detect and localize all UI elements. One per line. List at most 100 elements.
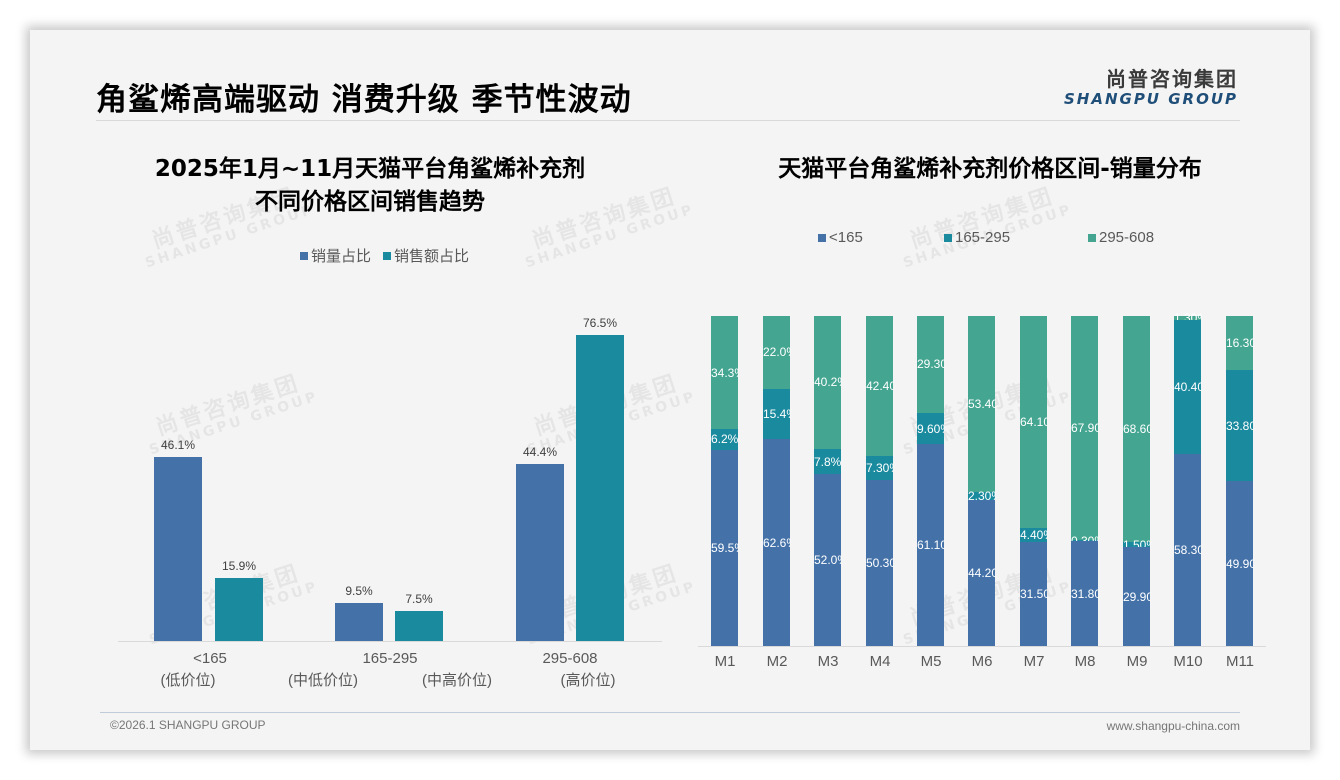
legend-swatch-green-icon bbox=[1088, 233, 1096, 242]
segment-value-label: 68.60% bbox=[1123, 422, 1150, 437]
bar-value-label: 15.9% bbox=[221, 559, 257, 573]
category-tier-high: (高价位) bbox=[560, 672, 616, 689]
stack-segment: 40.40% bbox=[1174, 320, 1201, 454]
stack-segment: 49.90% bbox=[1226, 481, 1253, 646]
segment-value-label: 52.0% bbox=[814, 553, 841, 568]
segment-value-label: 49.90% bbox=[1226, 556, 1253, 571]
legend-swatch-teal-icon bbox=[944, 233, 952, 242]
stack-segment: 58.30% bbox=[1174, 453, 1201, 646]
logo-english-name: SHANGPU GROUP bbox=[1063, 90, 1238, 108]
segment-value-label: 40.2% bbox=[814, 375, 841, 390]
segment-value-label: 7.8% bbox=[814, 454, 841, 469]
stack-segment: 6.2% bbox=[711, 429, 738, 450]
legend-item-lt165: <165 bbox=[818, 229, 944, 246]
stack-segment: 7.30% bbox=[866, 455, 893, 480]
title-divider bbox=[96, 120, 1240, 121]
stack-segment: 29.90% bbox=[1123, 547, 1150, 646]
footer-website: www.shangpu-china.com bbox=[1106, 719, 1240, 733]
stack-segment: 16.30% bbox=[1226, 316, 1253, 370]
month-label: M8 bbox=[1074, 653, 1096, 670]
segment-value-label: 67.90% bbox=[1071, 421, 1098, 436]
bar-value-label: 76.5% bbox=[582, 316, 618, 330]
segment-value-label: 62.6% bbox=[763, 535, 790, 550]
stack-segment: 59.5% bbox=[711, 449, 738, 646]
segment-value-label: 29.30% bbox=[917, 357, 944, 372]
stack-segment: 7.8% bbox=[814, 448, 841, 475]
stack-segment: 64.10% bbox=[1020, 316, 1047, 528]
category-label-295-608: 295-608 bbox=[542, 650, 598, 667]
stacked-column-m2: 22.0% 15.4% 62.6% bbox=[763, 316, 790, 646]
segment-value-label: 50.30% bbox=[866, 555, 893, 570]
right-chart-title: 天猫平台角鲨烯补充剂价格区间-销量分布 bbox=[778, 156, 1202, 182]
stacked-column-m11: 16.30% 33.80% 49.90% bbox=[1226, 316, 1253, 646]
stack-segment: 4.40% bbox=[1020, 527, 1047, 543]
stack-segment: 31.50% bbox=[1020, 542, 1047, 646]
stacked-column-m8: 67.90%0.30%31.80% bbox=[1071, 316, 1098, 646]
segment-value-label: 15.4% bbox=[763, 407, 790, 421]
bar-value-label: 44.4% bbox=[522, 445, 558, 459]
segment-value-label: 2.30% bbox=[968, 489, 995, 503]
month-label: M10 bbox=[1173, 653, 1203, 670]
stack-segment: 42.40% bbox=[866, 316, 893, 456]
bar-value-label: 46.1% bbox=[160, 438, 196, 452]
stack-segment: 62.6% bbox=[763, 439, 790, 646]
month-label: M5 bbox=[920, 653, 942, 670]
category-tier-mid-low: (中低价位) bbox=[288, 672, 358, 689]
segment-value-label: 29.90% bbox=[1123, 589, 1150, 604]
segment-value-label: 34.3% bbox=[711, 365, 738, 380]
month-label: M1 bbox=[714, 653, 736, 670]
stacked-column-m6: 53.40% 2.30% 44.20% bbox=[968, 316, 995, 646]
segment-value-label: 61.10% bbox=[917, 538, 944, 553]
bar-volume-295-608 bbox=[516, 464, 564, 641]
stack-segment: 40.2% bbox=[814, 316, 841, 449]
segment-value-label: 6.2% bbox=[711, 432, 738, 447]
segment-value-label: 53.40% bbox=[968, 397, 995, 412]
logo-chinese-name: 尚普咨询集团 bbox=[1106, 67, 1238, 91]
category-label-165-295: 165-295 bbox=[362, 650, 418, 667]
stack-segment: 31.80% bbox=[1071, 541, 1098, 646]
stack-segment: 67.90% bbox=[1071, 316, 1098, 541]
month-label: M4 bbox=[869, 653, 891, 670]
category-label-lt165: <165 bbox=[193, 650, 227, 667]
bar-sales-lt165 bbox=[215, 578, 263, 641]
segment-value-label: 58.30% bbox=[1174, 542, 1201, 557]
segment-value-label: 42.40% bbox=[866, 378, 893, 393]
left-chart-legend: 销量占比 销售额占比 bbox=[300, 245, 469, 266]
stack-segment: 2.30% bbox=[968, 489, 995, 503]
month-label: M9 bbox=[1126, 653, 1148, 670]
stack-segment: 68.60% bbox=[1123, 316, 1150, 543]
stack-segment: 44.20% bbox=[968, 499, 995, 646]
category-tier-low: (低价位) bbox=[160, 672, 216, 689]
segment-value-label: 40.40% bbox=[1174, 379, 1201, 394]
stack-segment: 52.0% bbox=[814, 474, 841, 646]
stack-segment: 34.3% bbox=[711, 316, 738, 430]
month-label: M2 bbox=[766, 653, 788, 670]
month-label: M7 bbox=[1023, 653, 1045, 670]
footer-copyright: ©2026.1 SHANGPU GROUP bbox=[110, 718, 266, 732]
category-tier-mid-high: (中高价位) bbox=[422, 672, 492, 689]
segment-value-label: 22.0% bbox=[763, 345, 790, 360]
month-label: M11 bbox=[1225, 653, 1255, 670]
segment-value-label: 33.80% bbox=[1226, 418, 1253, 433]
legend-item-volume: 销量占比 bbox=[300, 245, 371, 266]
segment-value-label: 64.10% bbox=[1020, 414, 1047, 429]
bar-sales-295-608 bbox=[576, 335, 624, 641]
left-chart-x-axis bbox=[118, 641, 662, 642]
stacked-column-m1: 34.3% 6.2% 59.5% bbox=[711, 316, 738, 646]
legend-swatch-blue-icon bbox=[300, 251, 308, 260]
stacked-column-m9: 68.60%1.50%29.90% bbox=[1123, 316, 1150, 646]
footer-divider bbox=[100, 712, 1240, 713]
bar-value-label: 9.5% bbox=[345, 584, 373, 598]
segment-value-label: 4.40% bbox=[1020, 527, 1047, 542]
segment-value-label: 16.30% bbox=[1226, 335, 1253, 350]
left-chart-title: 2025年1月~11月天猫平台角鲨烯补充剂 不同价格区间销售趋势 bbox=[154, 156, 586, 215]
legend-swatch-teal-icon bbox=[383, 251, 392, 260]
right-chart-x-axis bbox=[698, 646, 1266, 647]
stacked-column-m3: 40.2% 7.8% 52.0% bbox=[814, 316, 841, 646]
legend-item-165-295: 165-295 bbox=[944, 229, 1088, 246]
segment-value-label: 31.50% bbox=[1020, 587, 1047, 601]
legend-swatch-blue-icon bbox=[818, 233, 826, 242]
bar-value-label: 7.5% bbox=[405, 592, 433, 606]
stack-segment: 61.10% bbox=[917, 444, 944, 646]
stack-segment: 29.30% bbox=[917, 316, 944, 413]
